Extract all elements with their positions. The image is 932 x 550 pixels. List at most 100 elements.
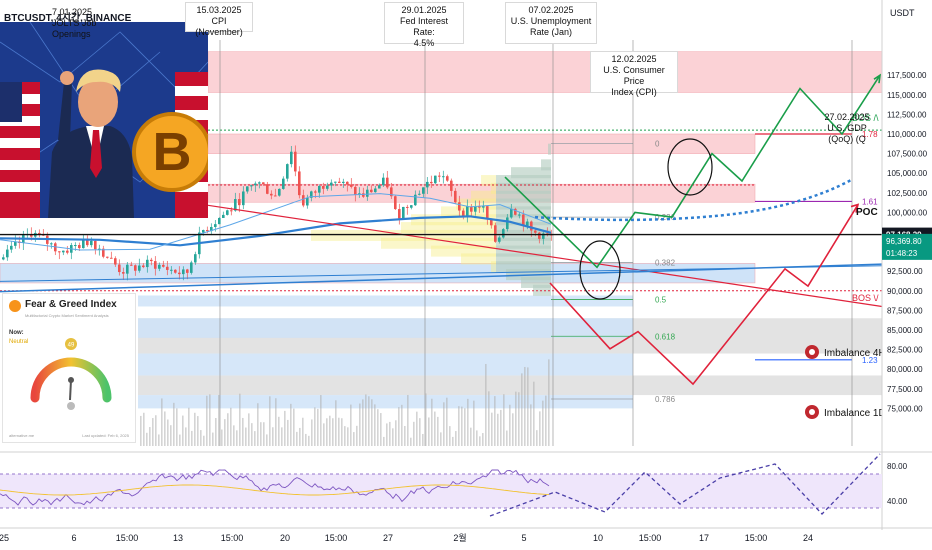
- volume-bar: [383, 436, 385, 446]
- volume-bar: [281, 427, 283, 446]
- x-tick-label: 2월: [453, 532, 466, 543]
- volume-bar: [224, 419, 226, 446]
- volume-bar: [167, 419, 169, 446]
- rsi-tick-80: 80.00: [887, 462, 908, 471]
- candle-body: [510, 208, 513, 218]
- candle-body: [38, 232, 41, 235]
- volume-bar: [413, 421, 415, 446]
- event-cpi-november: 15.03.2025 CPI (November): [185, 2, 253, 37]
- volume-bar: [344, 426, 346, 446]
- candle-body: [58, 251, 61, 253]
- bitcoin-logo: B: [132, 112, 208, 192]
- volume-bar: [347, 427, 349, 446]
- event-us-cpi-label: U.S. Consumer Price: [603, 65, 665, 86]
- volume-bar: [470, 427, 472, 446]
- y-tick-label: 100,000.00: [887, 208, 928, 217]
- candle-body: [230, 210, 233, 212]
- price-axis-bg: [882, 0, 932, 530]
- volume-bar: [542, 400, 544, 446]
- volume-bar: [311, 419, 313, 446]
- descending-trendline: [207, 204, 883, 308]
- volume-bar: [293, 408, 295, 446]
- zone-supply-mid: [207, 133, 756, 154]
- y-tick-label: 102,500.00: [887, 189, 928, 198]
- candle-body: [374, 188, 377, 193]
- volume-bar: [482, 433, 484, 446]
- volume-bar: [164, 411, 166, 446]
- volume-bar: [158, 434, 160, 446]
- candle-body: [346, 181, 349, 185]
- volume-bar: [431, 398, 433, 446]
- event-jolts-label: JOLTS Job Openings: [52, 18, 97, 39]
- volume-bar: [353, 432, 355, 446]
- candle-body: [502, 229, 505, 238]
- volume-bar: [518, 392, 520, 446]
- volume-bar: [242, 417, 244, 446]
- candle-body: [382, 177, 385, 186]
- volume-bar: [305, 433, 307, 446]
- event-us-cpi-value: Index (CPI): [611, 87, 657, 97]
- candle-body: [138, 265, 141, 271]
- candle-body: [482, 206, 485, 208]
- volume-bar: [479, 436, 481, 446]
- volume-bar: [278, 416, 280, 446]
- candle-body: [122, 272, 125, 274]
- x-tick-label: 6: [71, 533, 76, 543]
- x-tick-label: 15:00: [116, 533, 139, 543]
- y-tick-label: 117,500.00: [887, 71, 927, 80]
- volume-bar: [245, 427, 247, 446]
- volume-bar: [506, 430, 508, 446]
- volume-bar: [317, 408, 319, 446]
- rsi-line: [0, 469, 550, 506]
- candle-body: [310, 191, 313, 198]
- event-unemployment-value: Rate (Jan): [529, 27, 573, 37]
- fear-greed-status: Neutral: [9, 339, 29, 345]
- volume-bar: [497, 413, 499, 446]
- volume-bar: [239, 393, 241, 446]
- volume-bar: [524, 366, 526, 446]
- magnet-icon-inner: [809, 349, 815, 355]
- candle-body: [186, 269, 189, 273]
- candle-body: [406, 206, 409, 208]
- candle-body: [194, 254, 197, 263]
- candle-body: [114, 258, 117, 265]
- volume-bar: [473, 400, 475, 446]
- volume-bar: [350, 404, 352, 446]
- volume-bar: [290, 403, 292, 446]
- volume-profile-bar: [496, 237, 551, 249]
- x-tick-label: 15:00: [325, 533, 348, 543]
- candle-body: [394, 196, 397, 210]
- candle-body: [162, 264, 165, 267]
- moving-average-long: [0, 215, 552, 247]
- x-tick-label: 20: [280, 533, 290, 543]
- volume-bar: [323, 423, 325, 446]
- volume-bar: [416, 411, 418, 446]
- candle-body: [238, 199, 241, 206]
- x-tick-label: 15:00: [221, 533, 244, 543]
- volume-bar: [467, 398, 469, 446]
- candle-body: [314, 191, 317, 193]
- volume-bar: [146, 432, 148, 446]
- candle-body: [14, 241, 17, 246]
- highlight-circle-low: [579, 240, 621, 300]
- candle-body: [90, 240, 93, 246]
- x-tick-label: 10: [593, 533, 603, 543]
- y-tick-label: 85,000.00: [887, 326, 923, 335]
- candle-body: [354, 186, 357, 195]
- volume-bar: [458, 406, 460, 446]
- volume-bar: [425, 393, 427, 446]
- volume-bar: [215, 418, 217, 446]
- candle-body: [486, 206, 489, 220]
- volume-bar: [275, 398, 277, 446]
- y-tick-label: 82,500.00: [887, 346, 923, 355]
- volume-bar: [182, 415, 184, 446]
- candle-body: [6, 249, 9, 258]
- trump-bitcoin-thumbnail: B: [0, 22, 208, 218]
- volume-bar: [485, 363, 487, 446]
- candle-body: [74, 245, 77, 247]
- x-tick-label: 17: [699, 533, 709, 543]
- event-jolts-date: 7.01.2025: [52, 7, 93, 17]
- volume-bar: [257, 403, 259, 446]
